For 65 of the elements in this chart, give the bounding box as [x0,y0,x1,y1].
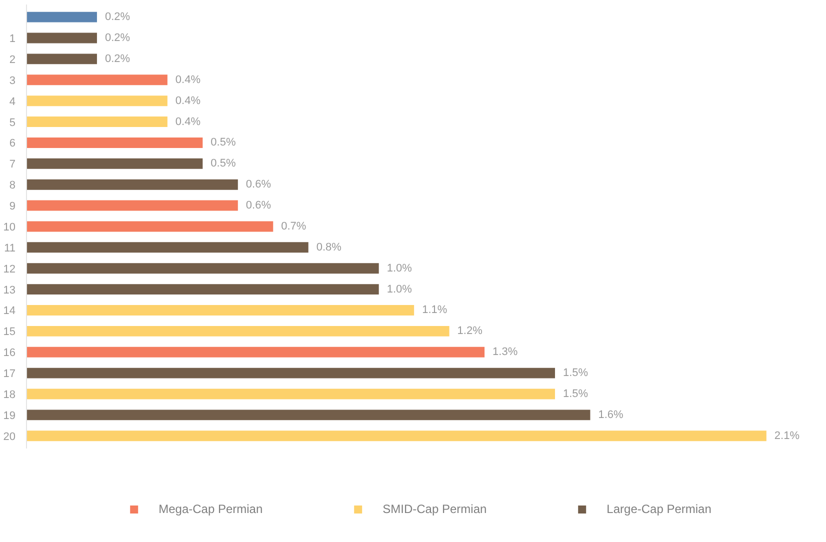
bar [26,54,97,64]
y-tick-label: 19 [3,410,16,422]
bar [26,284,379,295]
bar [26,221,274,232]
bar [26,116,168,128]
y-tick-label: 20 [3,430,16,443]
data-label: 0.6% [246,178,272,191]
data-label: 0.8% [316,241,342,254]
y-tick-label: 3 [9,74,16,87]
y-tick-label: 12 [3,263,16,276]
data-label: 1.1% [422,304,448,316]
bar [26,368,556,378]
bar [26,346,485,358]
legend-label: SMID-Cap Permian [382,502,487,516]
y-tick-label: 17 [3,368,16,380]
data-label: 0.6% [246,200,272,212]
y-tick-label: 6 [9,138,16,150]
y-tick-label: 9 [9,200,16,213]
bar [26,96,168,106]
bar [26,74,168,86]
bar [26,158,203,169]
y-tick-label: 5 [9,116,16,129]
y-tick-label: 10 [3,221,16,234]
data-label: 0.4% [175,94,201,107]
legend-label: Mega-Cap Permian [158,502,263,516]
data-label: 0.2% [104,11,130,24]
y-tick-label: 11 [4,242,16,254]
data-label: 2.1% [774,430,800,442]
data-label: 0.4% [175,116,201,128]
bar [26,430,766,442]
bar [26,137,203,148]
data-label: 1.2% [457,325,483,338]
bar [26,12,97,22]
legend-label: Large-Cap Permian [606,502,712,516]
y-tick-label: 14 [3,305,16,318]
data-label: 0.7% [281,220,306,232]
data-label: 1.5% [563,388,588,400]
data-label: 1.3% [492,346,518,358]
data-label: 0.5% [210,158,236,170]
y-tick-label: 4 [9,96,16,108]
y-tick-label: 7 [9,158,16,171]
y-tick-label: 16 [3,347,16,360]
y-tick-label: 15 [3,326,16,338]
bar [26,305,414,316]
y-tick-label: 18 [3,389,16,402]
bar [26,242,308,253]
data-label: 0.2% [104,32,130,44]
y-tick-label: 1 [9,33,16,46]
data-label: 0.5% [210,136,236,149]
y-tick-label: 8 [9,180,16,192]
data-label: 1.0% [386,262,412,274]
data-label: 0.4% [175,74,201,86]
bar [26,179,238,190]
bar [26,200,238,211]
bar [26,326,450,336]
y-tick-label: 2 [9,54,16,66]
bar [26,263,379,274]
data-label: 1.6% [598,408,624,421]
data-label: 1.0% [386,283,412,296]
bar [26,32,97,44]
data-label: 1.5% [563,367,588,380]
y-tick-label: 13 [3,284,16,296]
data-label: 0.2% [104,52,130,65]
bar [26,388,556,400]
bar [26,410,590,420]
